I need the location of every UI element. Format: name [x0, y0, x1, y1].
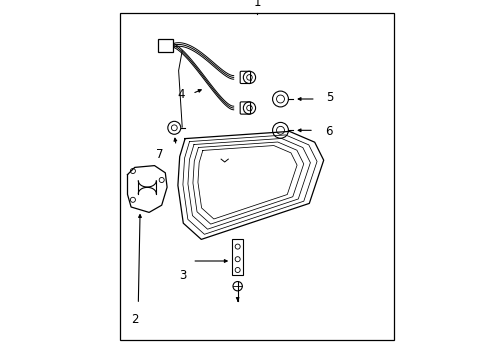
Text: 6: 6: [324, 125, 332, 138]
Text: 2: 2: [131, 313, 138, 326]
FancyBboxPatch shape: [240, 102, 250, 114]
FancyBboxPatch shape: [240, 71, 250, 84]
Text: 3: 3: [179, 269, 186, 282]
Bar: [158, 39, 173, 52]
Bar: [231, 239, 243, 275]
Text: 5: 5: [326, 91, 333, 104]
Bar: [120, 13, 393, 340]
Text: 4: 4: [177, 88, 185, 101]
Text: 7: 7: [156, 148, 163, 161]
Text: 1: 1: [253, 0, 260, 9]
